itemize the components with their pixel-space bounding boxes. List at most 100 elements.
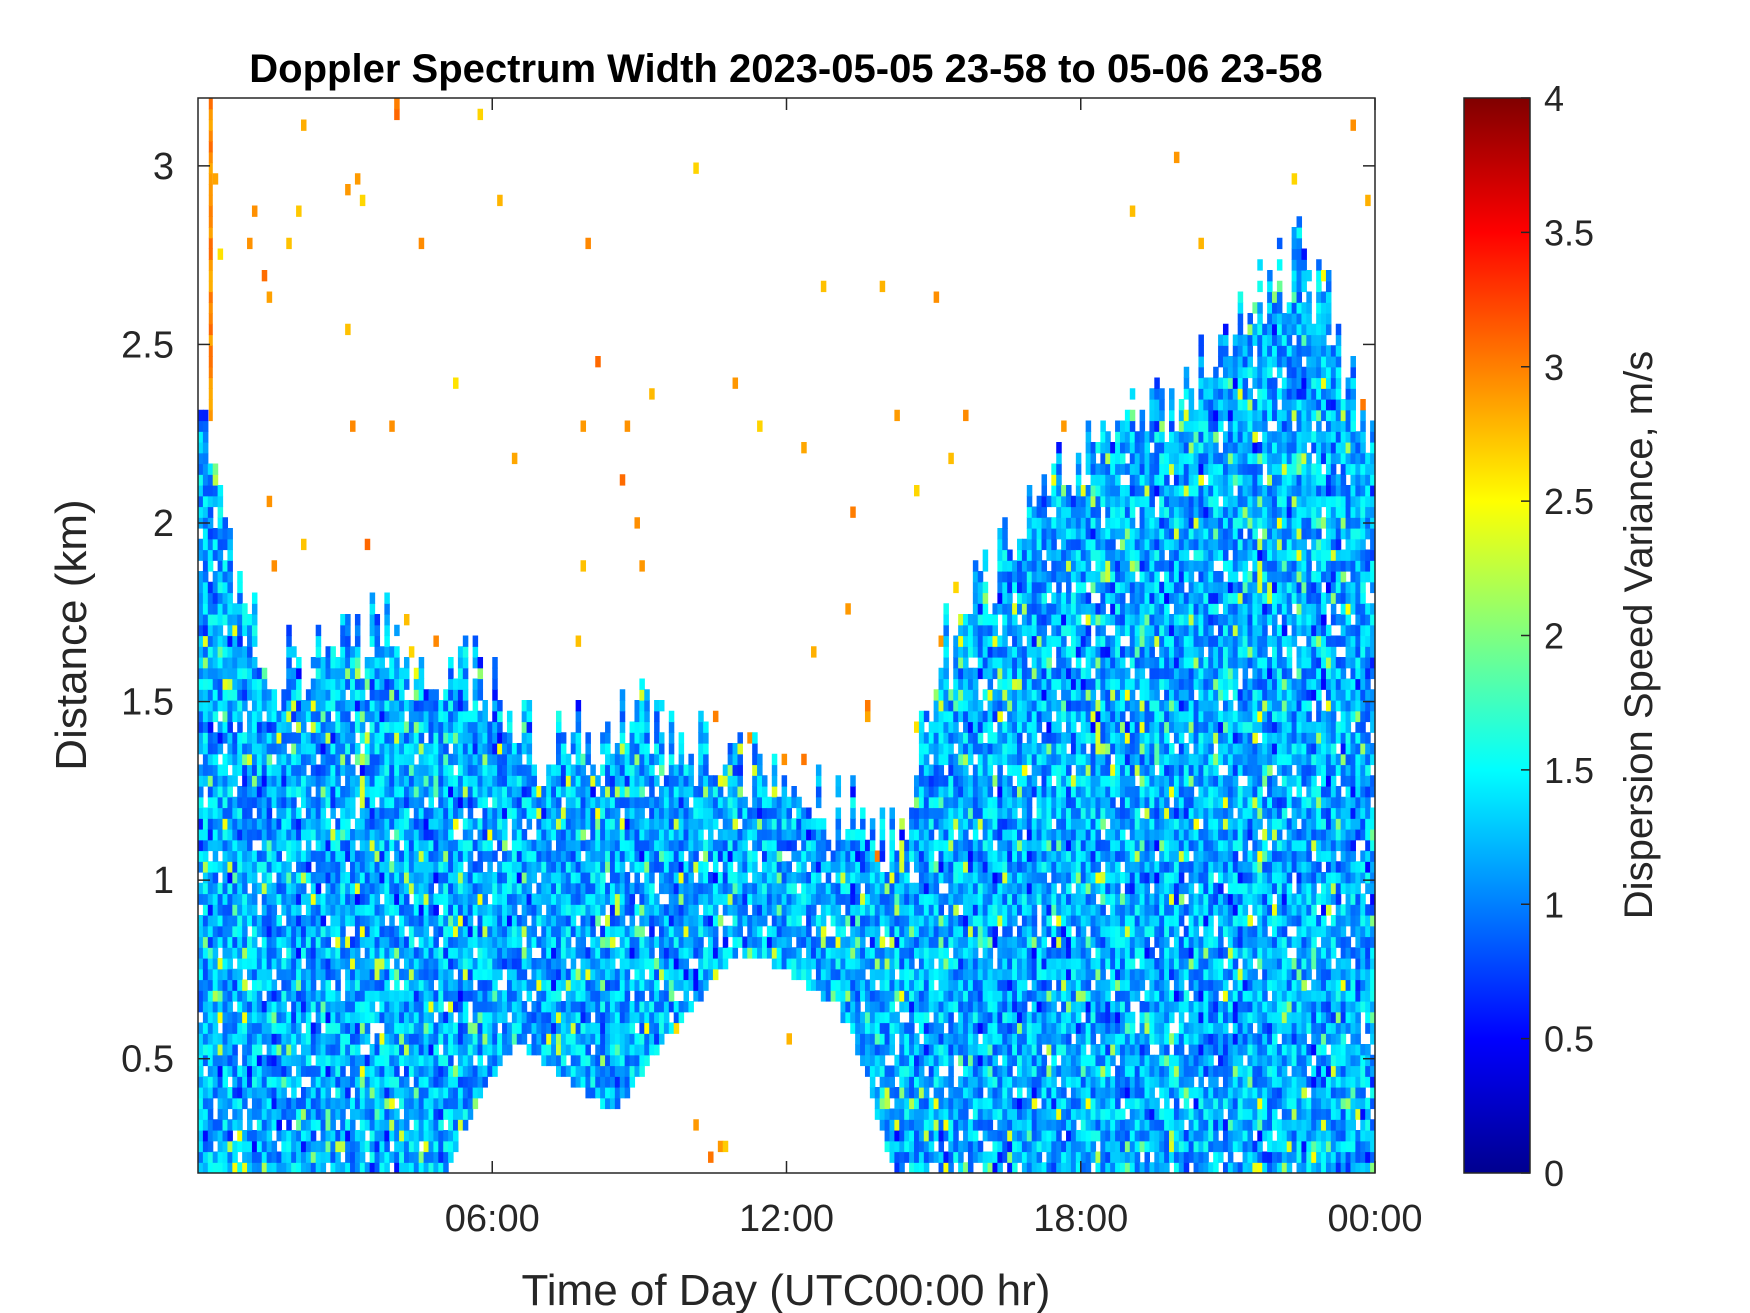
- heatmap-cell: [918, 721, 925, 733]
- heatmap-cell: [384, 732, 390, 744]
- heatmap-cell: [556, 947, 562, 959]
- heatmap-cell: [815, 947, 822, 959]
- heatmap-cell: [639, 753, 645, 766]
- heatmap-cell: [281, 775, 287, 787]
- heatmap-cell: [232, 990, 238, 1002]
- heatmap-cell: [271, 1054, 278, 1067]
- heatmap-cell: [747, 882, 753, 895]
- heatmap-cell: [619, 1065, 626, 1077]
- heatmap-cell: [232, 861, 238, 873]
- heatmap-cell: [595, 968, 601, 981]
- heatmap-cell: [546, 1011, 552, 1024]
- heatmap-cell: [644, 1044, 650, 1056]
- heatmap-cell: [585, 893, 591, 905]
- heatmap-cell: [757, 872, 763, 884]
- heatmap-cell: [384, 893, 390, 905]
- heatmap-cell: [457, 882, 464, 895]
- heatmap-cell: [256, 1140, 263, 1153]
- heatmap-cell: [708, 786, 714, 798]
- heatmap-cell: [624, 1065, 631, 1077]
- heatmap-cell: [281, 732, 287, 744]
- heatmap-cell: [634, 1065, 640, 1077]
- heatmap-cell: [560, 850, 567, 862]
- heatmap-cell: [590, 807, 596, 819]
- heatmap-cell: [271, 904, 278, 916]
- heatmap-cell: [761, 775, 768, 787]
- heatmap-cell: [541, 925, 547, 938]
- heatmap-cell: [634, 796, 640, 809]
- heatmap-cell: [212, 1162, 219, 1173]
- heatmap-cell: [340, 904, 346, 916]
- heatmap-cell: [585, 1087, 591, 1099]
- heatmap-cell: [781, 753, 788, 766]
- heatmap-cell: [222, 872, 229, 884]
- heatmap-cell: [923, 1119, 930, 1131]
- heatmap-cell: [227, 872, 233, 884]
- heatmap-cell: [546, 1022, 552, 1034]
- heatmap-cell: [286, 990, 292, 1002]
- heatmap-cell: [462, 646, 469, 658]
- heatmap-cell: [369, 786, 376, 798]
- heatmap-cell: [639, 1065, 645, 1077]
- heatmap-cell: [575, 1044, 582, 1056]
- heatmap-cell: [198, 678, 204, 690]
- heatmap-cell: [820, 839, 827, 852]
- heatmap-cell: [761, 829, 768, 841]
- heatmap-cell: [600, 1011, 606, 1024]
- heatmap-cell: [472, 1087, 479, 1099]
- heatmap-cell: [247, 1054, 253, 1067]
- heatmap-cell: [261, 1130, 268, 1142]
- heatmap-cell: [374, 904, 381, 916]
- heatmap-cell: [310, 1065, 317, 1077]
- heatmap-cell: [232, 753, 238, 766]
- heatmap-cell: [242, 829, 248, 841]
- heatmap-cell: [560, 753, 567, 766]
- heatmap-cell: [310, 936, 317, 948]
- heatmap-cell: [276, 1044, 282, 1056]
- heatmap-cell: [247, 947, 253, 959]
- heatmap-cell: [521, 925, 528, 938]
- heatmap-cell: [237, 872, 243, 884]
- heatmap-cell: [384, 990, 390, 1002]
- heatmap-cell: [565, 839, 572, 852]
- heatmap-cell: [609, 786, 616, 798]
- heatmap-cell: [217, 667, 224, 680]
- heatmap-cell: [482, 1033, 488, 1045]
- heatmap-cell: [654, 807, 660, 819]
- heatmap-cell: [521, 764, 528, 776]
- heatmap-cell: [860, 947, 866, 959]
- heatmap-cell: [516, 786, 523, 798]
- heatmap-cell: [600, 861, 606, 873]
- heatmap-cell: [467, 904, 474, 916]
- heatmap-cell: [502, 882, 508, 895]
- heatmap-cell: [575, 861, 582, 873]
- heatmap-cell: [521, 882, 528, 895]
- heatmap-cell: [860, 818, 866, 830]
- heatmap-cell: [207, 1065, 214, 1077]
- heatmap-cell: [389, 904, 395, 916]
- heatmap-cell: [212, 1151, 219, 1163]
- heatmap-cell: [492, 700, 498, 712]
- heatmap-cell: [443, 979, 449, 991]
- heatmap-cell: [506, 882, 513, 895]
- heatmap-cell: [904, 1001, 910, 1013]
- heatmap-cell: [717, 893, 724, 905]
- heatmap-cell: [428, 968, 434, 981]
- heatmap-cell: [580, 839, 587, 852]
- heatmap-cell: [899, 1022, 905, 1034]
- heatmap-cell: [619, 1011, 626, 1024]
- heatmap-cell: [668, 915, 675, 927]
- heatmap-cell: [423, 990, 430, 1002]
- heatmap-cell: [864, 1054, 871, 1067]
- heatmap-cell: [418, 1108, 425, 1120]
- heatmap-cell: [825, 882, 832, 895]
- heatmap-cell: [222, 1033, 229, 1045]
- heatmap-cell: [247, 678, 253, 690]
- heatmap-cell: [531, 850, 537, 862]
- heatmap-cell: [845, 915, 851, 927]
- heatmap-cell: [345, 721, 351, 733]
- heatmap-cell: [325, 872, 332, 884]
- heatmap-cell: [207, 1130, 214, 1142]
- heatmap-cell: [742, 807, 748, 819]
- heatmap-cell: [629, 947, 636, 959]
